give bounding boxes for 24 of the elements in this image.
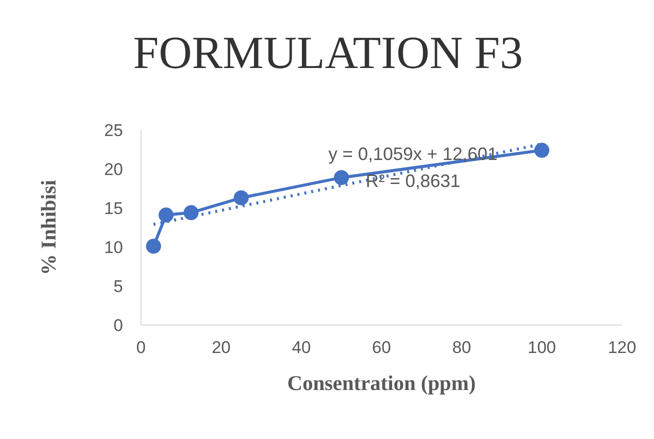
y-tick-label: 15 [104,199,123,218]
point [158,208,174,223]
x-tick-label: 80 [452,338,472,358]
x-tick-label: 0 [136,338,146,358]
y-tick-label: 5 [114,277,123,296]
point [234,190,249,206]
y-tick-label: 25 [104,121,123,140]
y-tick-label: 20 [104,160,123,180]
y-axis-title: % Inhibisi [36,180,60,276]
x-tick-label: 40 [292,338,311,358]
annotation: R² = 0,8631 [366,171,460,192]
point [334,170,349,186]
y-tick-label: 0 [114,316,123,336]
y-tick-label: 10 [104,238,123,258]
annotation: y = 0,1059x + 12,601 [328,144,498,165]
x-tick-label: 100 [528,338,556,358]
point [184,205,199,220]
x-tick-label: 60 [372,338,391,358]
x-tick-label: 120 [608,338,636,358]
x-tick-label: 20 [212,338,231,358]
chart-title: FORMULATION F3 [132,26,524,80]
x-axis-title: Consentration (ppm) [287,371,476,395]
point [534,142,550,158]
point [146,238,162,254]
